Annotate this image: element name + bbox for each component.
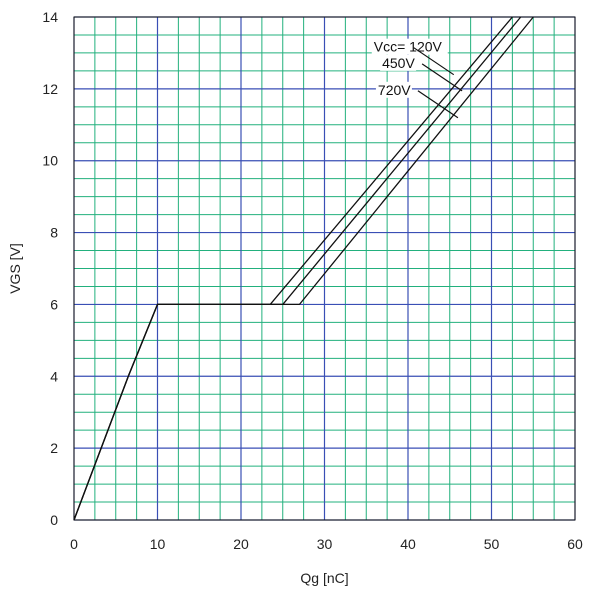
annotation-leader-1	[421, 63, 463, 92]
y-axis-title: VGS [V]	[7, 243, 23, 294]
x-tick-label: 30	[317, 536, 333, 552]
annotation-bg-0	[371, 38, 448, 55]
x-tick-labels: 0 10 20 30 40 50 60	[70, 536, 583, 552]
y-tick-label: 12	[42, 81, 58, 97]
x-tick-label: 50	[484, 536, 500, 552]
annotation-label-2: 720V	[378, 82, 411, 98]
x-tick-label: 10	[150, 536, 166, 552]
annotation-leader-2	[417, 90, 459, 119]
annotation-bg-2	[375, 81, 412, 98]
annotation-label-0: Vcc= 120V	[374, 39, 443, 55]
series-line-2	[73, 16, 534, 521]
x-axis-title: Qg [nC]	[300, 570, 348, 586]
y-tick-label: 0	[50, 512, 58, 528]
x-tick-label: 20	[233, 536, 249, 552]
y-tick-label: 2	[50, 440, 58, 456]
x-tick-label: 60	[567, 536, 583, 552]
x-tick-label: 40	[400, 536, 416, 552]
annotation-bg-1	[380, 54, 417, 71]
y-tick-label: 6	[50, 296, 58, 312]
y-tick-label: 14	[42, 9, 58, 25]
y-tick-label: 10	[42, 153, 58, 169]
y-tick-label: 8	[50, 225, 58, 241]
x-tick-label: 0	[70, 536, 78, 552]
annotation-leader-0	[413, 47, 455, 76]
annotation-label-1: 450V	[382, 55, 415, 71]
y-tick-label: 4	[50, 368, 58, 384]
y-tick-labels: 0 2 4 6 8 10 12 14	[42, 9, 58, 528]
series-layer	[73, 16, 534, 521]
plot-frame	[73, 16, 576, 521]
